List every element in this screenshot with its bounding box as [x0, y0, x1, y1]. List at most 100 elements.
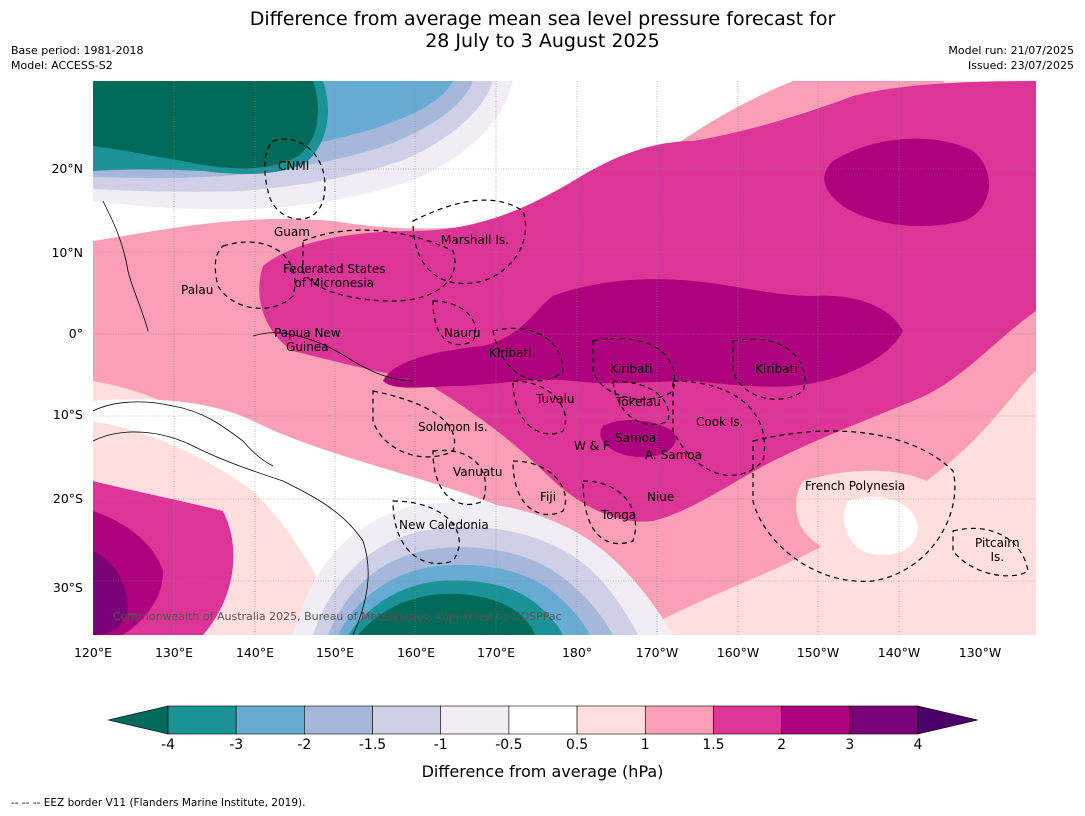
left-metadata: Base period: 1981-2018 Model: ACCESS-S2	[11, 43, 143, 73]
coast-philippines	[102, 200, 149, 332]
colorbar-tick-label: -4	[161, 737, 175, 753]
eez-pitcairn	[952, 527, 1029, 577]
title-line-1: Difference from average mean sea level p…	[249, 8, 836, 30]
label-american-samoa: A. Samoa	[645, 448, 702, 462]
coast-indonesia	[93, 401, 274, 467]
colorbar-bin	[440, 705, 510, 735]
lon-label: 180°	[561, 645, 593, 660]
map-credit: Commonwealth of Australia 2025, Bureau o…	[113, 610, 562, 623]
lon-label: 160°W	[716, 645, 760, 660]
colorbar-bin	[235, 705, 305, 735]
eez-cnmi	[264, 138, 326, 220]
colorbar-tick-label: 1	[640, 737, 650, 753]
anomaly-southwest-peak	[93, 551, 128, 635]
label-fsm: Federated States of Micronesia	[283, 262, 386, 290]
colorbar-tick-label: 0.5	[565, 737, 589, 753]
label-nauru: Nauru	[444, 326, 481, 340]
colorbar-bin	[508, 705, 578, 735]
label-fiji: Fiji	[540, 490, 557, 504]
anomaly-northwest-neg4	[93, 81, 318, 169]
colorbar-extend-min	[107, 705, 169, 735]
colorbar-bin	[781, 705, 851, 735]
label-samoa: Samoa	[615, 431, 657, 445]
colorbar-tick-label: -2	[297, 737, 312, 753]
map-canvas	[93, 81, 1036, 635]
pressure-anomaly-map: CNMI Guam Marshall Is. Federated States …	[93, 81, 1036, 635]
colorbar	[107, 704, 979, 736]
colorbar-tick-label: -3	[229, 737, 244, 753]
colorbar-tick-label: 4	[913, 737, 923, 753]
label-png: Papua New Guinea	[274, 326, 341, 354]
label-new-caledonia: New Caledonia	[399, 518, 489, 532]
eez-kiribati-east	[732, 338, 806, 400]
lat-label: 10°S	[52, 407, 83, 422]
anomaly-patch-french-polynesia-inner	[844, 497, 918, 555]
eez-fiji	[512, 460, 567, 515]
map-gridlines	[93, 81, 1036, 635]
label-kiribati-east: Kiribati	[755, 362, 798, 376]
lon-label: 170°W	[635, 645, 679, 660]
model-name: Model: ACCESS-S2	[11, 59, 113, 72]
lon-label: 140°E	[235, 645, 274, 660]
anomaly-band-light-pink-south	[93, 371, 1036, 635]
eez-tokelau	[612, 380, 670, 426]
label-vanuatu: Vanuatu	[453, 465, 503, 479]
coastlines	[93, 200, 414, 635]
label-tonga: Tonga	[601, 508, 637, 522]
eez-cook	[672, 380, 766, 477]
colorbar-tick-label: 1.5	[702, 737, 725, 753]
footer-legend: -- -- -- EEZ border V11 (Flanders Marine…	[11, 797, 305, 809]
lon-label: 150°W	[796, 645, 840, 660]
colorbar-extend-max	[917, 705, 979, 735]
lat-label: 30°S	[52, 580, 83, 595]
label-french-polynesia: French Polynesia	[805, 479, 906, 493]
colorbar-bin	[167, 705, 237, 735]
colorbar-tick-label: 3	[845, 737, 855, 753]
label-kiribati-central: Kiribati	[610, 362, 653, 376]
colorbar-tick-label: 2	[777, 737, 787, 753]
lon-label: 130°W	[958, 645, 1002, 660]
eez-tuvalu	[512, 380, 567, 435]
anomaly-core-northeast	[824, 138, 990, 226]
label-palau: Palau	[181, 283, 214, 297]
eez-legend-text: EEZ border V11 (Flanders Marine Institut…	[43, 797, 306, 809]
colorbar-tick-label: -1	[433, 737, 448, 753]
colorbar-svg	[107, 705, 979, 735]
eez-nauru	[432, 300, 477, 346]
lat-label: 20°S	[52, 491, 83, 506]
label-niue: Niue	[647, 490, 675, 504]
lat-label: 10°N	[51, 245, 83, 260]
colorbar-tick-label: -0.5	[495, 737, 523, 753]
eez-fsm	[302, 229, 456, 302]
colorbar-tick-label: -1.5	[358, 737, 387, 753]
base-period: Base period: 1981-2018	[11, 44, 144, 57]
lon-label: 170°E	[476, 645, 515, 660]
colorbar-bin	[304, 705, 373, 735]
label-wallis-futuna: W & F	[574, 439, 610, 453]
colorbar-bin	[372, 705, 442, 735]
lon-label: 140°W	[877, 645, 921, 660]
title-line-2: 28 July to 3 August 2025	[425, 30, 660, 52]
label-cook: Cook Is.	[696, 415, 744, 429]
label-kiribati-west: Kiribati	[489, 346, 532, 360]
label-tuvalu: Tuvalu	[536, 392, 575, 406]
colorbar-bin	[644, 705, 714, 735]
anomaly-south-neg4	[358, 593, 535, 635]
right-metadata: Model run: 21/07/2025 Issued: 23/07/2025	[948, 43, 1074, 73]
label-cnmi: CNMI	[278, 159, 310, 173]
eez-tonga	[582, 480, 637, 545]
eez-vanuatu	[432, 449, 487, 505]
lon-label: 130°E	[154, 645, 193, 660]
eez-new-caledonia	[392, 500, 460, 565]
label-guam: Guam	[274, 225, 310, 239]
label-solomon: Solomon Is.	[418, 420, 488, 434]
lon-label: 150°E	[315, 645, 354, 660]
label-tokelau: Tokelau	[616, 395, 661, 409]
eez-borders	[214, 138, 1029, 582]
anomaly-core-central-pacific	[383, 279, 903, 388]
lat-label: 0°	[68, 326, 83, 341]
issued-date: Issued: 23/07/2025	[967, 59, 1074, 72]
chart-title: Difference from average mean sea level p…	[0, 8, 1085, 52]
lon-label: 120°E	[73, 645, 112, 660]
model-run: Model run: 21/07/2025	[948, 44, 1074, 57]
